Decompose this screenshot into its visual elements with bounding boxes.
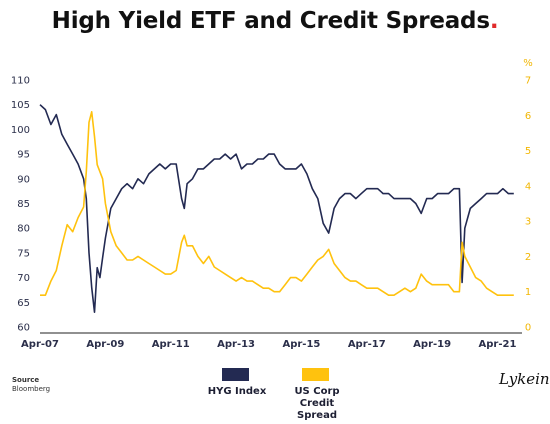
right-tick-label: 5 xyxy=(525,146,531,157)
legend-swatch-spread xyxy=(302,368,329,381)
source-note: Source Bloomberg xyxy=(12,376,50,394)
left-tick-label: 60 xyxy=(17,323,30,334)
x-tick-label: Apr-21 xyxy=(479,339,517,350)
legend-label-spread: US Corp Credit Spread xyxy=(294,386,340,421)
title-dot: . xyxy=(489,8,499,34)
left-tick-label: 100 xyxy=(11,125,30,136)
right-tick-label: 6 xyxy=(525,111,531,122)
x-tick-label: Apr-13 xyxy=(217,339,255,350)
brand-logo: Lykein xyxy=(499,370,550,388)
left-tick-label: 85 xyxy=(17,199,30,210)
source-label: Source xyxy=(12,376,40,384)
x-tick-label: Apr-11 xyxy=(152,339,190,350)
left-tick-label: 65 xyxy=(17,298,30,309)
x-tick-label: Apr-19 xyxy=(413,339,451,350)
series-line-hyg xyxy=(39,104,514,314)
chart-title: High Yield ETF and Credit Spreads. xyxy=(0,8,550,34)
right-tick-label: 3 xyxy=(525,217,531,228)
right-tick-label: 4 xyxy=(525,181,531,192)
left-tick-label: 110 xyxy=(11,76,30,87)
x-tick-label: Apr-09 xyxy=(86,339,124,350)
x-tick-label: Apr-17 xyxy=(348,339,386,350)
series-layer xyxy=(39,104,514,314)
left-tick-label: 75 xyxy=(17,248,30,259)
x-tick-label: Apr-07 xyxy=(21,339,59,350)
right-axis-unit: % xyxy=(523,58,533,69)
left-tick-label: 90 xyxy=(17,174,30,185)
left-tick-label: 80 xyxy=(17,224,30,235)
right-axis: 0 1 2 3 4 5 6 7% xyxy=(523,58,533,334)
legend-swatch-hyg xyxy=(222,368,249,381)
chart-title-text: High Yield ETF and Credit Spreads xyxy=(51,8,490,34)
left-tick-label: 70 xyxy=(17,273,30,284)
left-tick-label: 105 xyxy=(11,100,30,111)
left-axis: 60 65 70 75 80 85 90 95 100 105 110 xyxy=(11,76,30,334)
left-tick-label: 95 xyxy=(17,150,30,161)
legend-label-hyg: HYG Index xyxy=(207,386,267,397)
right-tick-label: 2 xyxy=(525,252,531,263)
right-tick-label: 1 xyxy=(525,287,531,298)
right-tick-label: 0 xyxy=(525,323,531,334)
right-tick-label: 7 xyxy=(525,76,531,87)
series-line-credit-spread xyxy=(40,111,514,297)
source-value: Bloomberg xyxy=(12,385,51,393)
x-tick-label: Apr-15 xyxy=(282,339,320,350)
x-axis: Apr-07 Apr-09 Apr-11 Apr-13 Apr-15 Apr-17 Apr-… xyxy=(21,332,522,350)
